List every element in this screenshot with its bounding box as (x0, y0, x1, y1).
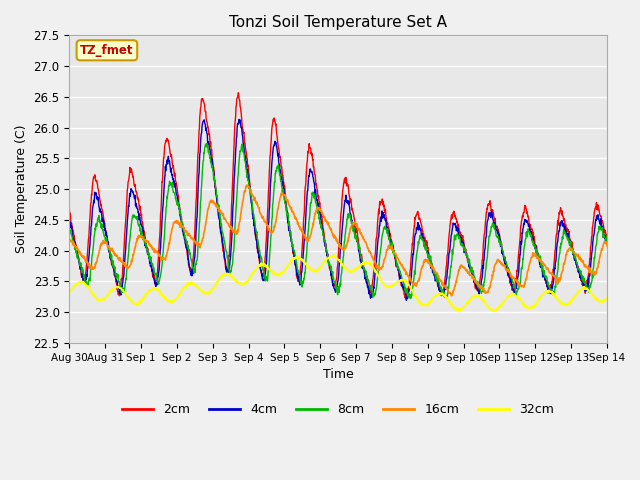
32cm (422, 303, 429, 309)
16cm (244, 182, 252, 188)
2cm (234, 90, 242, 96)
16cm (448, 293, 456, 299)
32cm (185, 281, 193, 287)
2cm (603, 232, 611, 238)
4cm (246, 186, 253, 192)
32cm (603, 295, 611, 300)
2cm (540, 269, 548, 275)
Text: TZ_fmet: TZ_fmet (80, 44, 134, 57)
32cm (65, 288, 73, 293)
8cm (65, 227, 73, 232)
4cm (185, 262, 193, 267)
8cm (185, 248, 193, 254)
16cm (422, 258, 429, 264)
2cm (65, 207, 73, 213)
32cm (493, 307, 500, 312)
2cm (172, 179, 180, 185)
4cm (422, 247, 430, 253)
4cm (172, 187, 180, 193)
2cm (185, 261, 193, 267)
8cm (493, 233, 500, 239)
32cm (491, 308, 499, 314)
4cm (235, 117, 243, 122)
4cm (493, 227, 500, 232)
8cm (422, 247, 430, 253)
4cm (403, 298, 410, 303)
16cm (493, 259, 500, 265)
Line: 16cm: 16cm (69, 185, 607, 296)
Line: 32cm: 32cm (69, 255, 607, 311)
8cm (603, 234, 611, 240)
4cm (65, 219, 73, 225)
X-axis label: Time: Time (323, 368, 353, 381)
Y-axis label: Soil Temperature (C): Soil Temperature (C) (15, 125, 28, 253)
8cm (172, 195, 180, 201)
8cm (540, 270, 548, 276)
Title: Tonzi Soil Temperature Set A: Tonzi Soil Temperature Set A (229, 15, 447, 30)
Line: 8cm: 8cm (69, 144, 607, 298)
32cm (330, 252, 338, 258)
2cm (422, 238, 430, 243)
8cm (246, 183, 253, 189)
4cm (540, 272, 548, 278)
4cm (603, 237, 611, 243)
16cm (540, 261, 548, 267)
2cm (493, 223, 500, 229)
2cm (401, 295, 409, 301)
16cm (603, 243, 611, 249)
8cm (203, 141, 211, 146)
16cm (65, 237, 73, 242)
Legend: 2cm, 4cm, 8cm, 16cm, 32cm: 2cm, 4cm, 8cm, 16cm, 32cm (117, 398, 559, 421)
8cm (407, 295, 415, 301)
2cm (246, 178, 253, 183)
Line: 2cm: 2cm (69, 93, 607, 298)
16cm (172, 218, 180, 224)
32cm (540, 291, 548, 297)
32cm (245, 276, 253, 282)
Line: 4cm: 4cm (69, 120, 607, 300)
16cm (246, 185, 253, 191)
16cm (185, 230, 193, 236)
32cm (172, 296, 180, 302)
